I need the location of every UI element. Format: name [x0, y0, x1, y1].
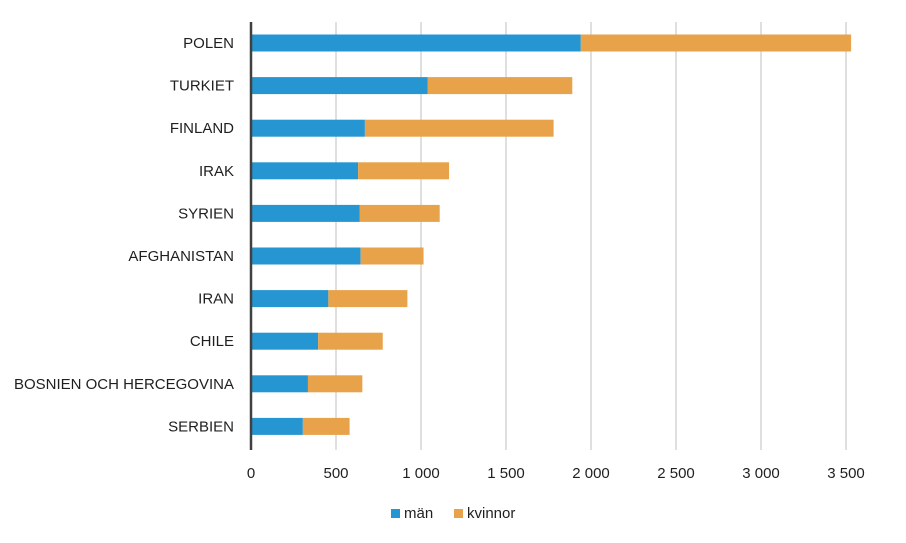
x-tick-label: 1 500	[487, 465, 525, 482]
bars	[251, 34, 852, 435]
legend-label: kvinnor	[467, 505, 515, 522]
category-label: AFGHANISTAN	[128, 248, 234, 265]
x-tick-label: 0	[247, 465, 255, 482]
category-label: FINLAND	[170, 120, 234, 137]
bar-segment-kvinnor	[358, 162, 450, 180]
x-tick-label: 3 500	[827, 465, 865, 482]
x-tick-label: 2 000	[572, 465, 610, 482]
bar-segment-man	[251, 34, 581, 52]
bar-segment-kvinnor	[302, 417, 350, 435]
category-label: POLEN	[183, 35, 234, 52]
bar-segment-kvinnor	[360, 247, 424, 265]
x-tick-label: 2 500	[657, 465, 695, 482]
bar-segment-kvinnor	[307, 375, 363, 393]
category-label: SYRIEN	[178, 205, 234, 222]
category-labels: POLEN TURKIET FINLAND IRAK SYRIEN AFGHANISTAN…	[14, 35, 234, 435]
bar-segment-man	[251, 332, 319, 350]
legend-swatch	[391, 509, 400, 518]
x-tick-labels: 0 500 1 000 1 500 2 000 2 500 3 000 3 500	[247, 465, 865, 482]
bar-segment-man	[251, 290, 329, 308]
category-label: SERBIEN	[168, 418, 234, 435]
bar-segment-kvinnor	[359, 204, 440, 222]
legend-swatch	[454, 509, 463, 518]
bar-segment-man	[251, 119, 365, 137]
bar-segment-kvinnor	[427, 77, 573, 95]
legend: män kvinnor	[391, 505, 515, 522]
bar-segment-kvinnor	[580, 34, 852, 52]
bar-segment-kvinnor	[328, 290, 408, 308]
bar-segment-kvinnor	[318, 332, 383, 350]
x-tick-label: 1 000	[402, 465, 440, 482]
legend-label: män	[404, 505, 433, 522]
bar-segment-man	[251, 162, 359, 180]
bar-segment-man	[251, 375, 308, 393]
x-tick-label: 500	[323, 465, 348, 482]
bar-segment-man	[251, 417, 303, 435]
bar-segment-kvinnor	[364, 119, 554, 137]
bar-segment-man	[251, 204, 360, 222]
category-label: CHILE	[190, 333, 234, 350]
bar-segment-man	[251, 77, 428, 95]
x-tick-label: 3 000	[742, 465, 780, 482]
category-label: BOSNIEN OCH HERCEGOVINA	[14, 376, 234, 393]
category-label: IRAN	[198, 291, 234, 308]
category-label: TURKIET	[170, 78, 234, 95]
bar-segment-man	[251, 247, 361, 265]
category-label: IRAK	[199, 163, 234, 180]
